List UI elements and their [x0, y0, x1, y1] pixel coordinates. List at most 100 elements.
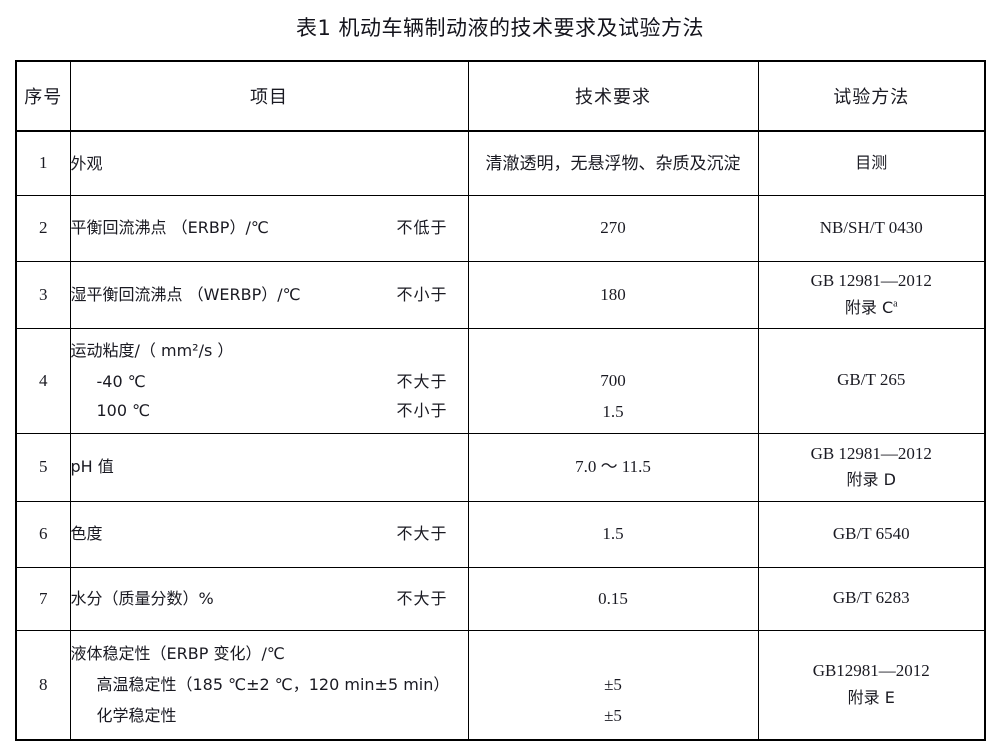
row-number: 3 — [15, 260, 71, 329]
method-text: GB12981—2012 — [812, 661, 930, 681]
row-item: 外观 — [69, 130, 469, 196]
item-line: 平衡回流沸点 （ERBP）/℃ 不低于 — [71, 213, 468, 243]
row-requirement: 180 — [467, 260, 759, 329]
method-text: GB/T 265 — [837, 370, 906, 390]
method-line: GB 12981—2012 — [759, 441, 985, 467]
row-number: 8 — [15, 629, 71, 741]
requirement-line: 1.5 — [602, 402, 624, 422]
item-line: 水分（质量分数）% 不大于 — [71, 584, 468, 614]
item-line: 液体稳定性（ERBP 变化）/℃ — [71, 638, 468, 669]
item-label: 100 ℃ — [96, 401, 151, 421]
row-number: 7 — [15, 566, 71, 631]
item-line: pH 值 — [71, 451, 468, 482]
method-line: 附录 D — [759, 467, 985, 493]
item-line: 化学稳定性 — [71, 700, 468, 731]
row-item: 湿平衡回流沸点 （WERBP）/℃ 不小于 — [69, 260, 469, 329]
method-line: GB 12981—2012 — [759, 268, 985, 294]
requirement-line: ±5 — [604, 706, 622, 726]
item-label: 湿平衡回流沸点 （WERBP）/℃ — [70, 284, 301, 304]
method-line: 目测 — [759, 150, 985, 176]
row-number: 6 — [15, 500, 71, 568]
method-text: 目测 — [855, 153, 888, 173]
method-text: GB/T 6540 — [832, 523, 910, 543]
table-row: 5 pH 值 7.0 ～ 11.5 GB 12981—2012 附录 D — [15, 432, 986, 502]
item-label: 化学稳定性 — [96, 706, 177, 726]
table-body: 1 外观 清澈透明，无悬浮物、杂质及沉淀 目测 2 平衡回流沸点 （ERBP）/℃ 不低于 2… — [15, 130, 986, 741]
requirement-line: 0.15 — [598, 588, 628, 608]
column-header-no: 序号 — [15, 60, 71, 132]
method-line: NB/SH/T 0430 — [759, 215, 985, 241]
item-qualifier: 不小于 — [396, 401, 448, 421]
table-row: 1 外观 清澈透明，无悬浮物、杂质及沉淀 目测 — [15, 130, 986, 196]
row-requirement: 7.0 ～ 11.5 — [467, 432, 759, 502]
item-qualifier: 不大于 — [396, 588, 448, 608]
row-method: GB 12981—2012 附录 Ca — [757, 260, 986, 329]
item-line: 外观 — [71, 148, 468, 179]
method-text: GB 12981—2012 — [810, 271, 932, 291]
method-line: GB12981—2012 — [759, 658, 985, 684]
table-row: 6 色度 不大于 1.5 GB/T 6540 — [15, 500, 986, 568]
row-item: 运动粘度/（ mm²/s ） -40 ℃ 不大于 100 ℃ 不小于 — [69, 327, 469, 434]
row-requirement: ±5 ±5 — [467, 629, 759, 741]
item-line: 高温稳定性（185 ℃±2 ℃，120 min±5 min） — [71, 669, 468, 700]
row-method: GB/T 6540 — [757, 500, 986, 568]
item-line: 湿平衡回流沸点 （WERBP）/℃ 不小于 — [71, 280, 468, 310]
item-qualifier: 不大于 — [396, 524, 448, 544]
item-line: 运动粘度/（ mm²/s ） — [71, 335, 468, 366]
row-item: 液体稳定性（ERBP 变化）/℃ 高温稳定性（185 ℃±2 ℃，120 min±… — [69, 629, 469, 741]
row-item: 平衡回流沸点 （ERBP）/℃ 不低于 — [69, 194, 469, 262]
table-row: 8 液体稳定性（ERBP 变化）/℃ 高温稳定性（185 ℃±2 ℃，120 min… — [15, 629, 986, 741]
row-requirement: 1.5 — [467, 500, 759, 568]
row-number: 2 — [15, 194, 71, 262]
method-text: GB/T 6283 — [832, 588, 910, 608]
method-line: 附录 E — [759, 685, 985, 711]
requirement-line: 1.5 — [602, 524, 624, 544]
table-row: 2 平衡回流沸点 （ERBP）/℃ 不低于 270 NB/SH/T 0430 — [15, 194, 986, 262]
row-method: GB 12981—2012 附录 D — [757, 432, 986, 502]
header-row: 序号 项目 技术要求 试验方法 — [15, 60, 986, 132]
method-text: GB 12981—2012 — [810, 443, 932, 463]
spec-table-container: 序号 项目 技术要求 试验方法 1 外观 清澈透明，无悬浮物、杂质及沉淀 目测 2 平衡回… — [15, 60, 986, 741]
row-number: 4 — [15, 327, 71, 434]
item-label: 色度 — [70, 524, 103, 544]
table-row: 3 湿平衡回流沸点 （WERBP）/℃ 不小于 180 GB 12981—2012 附录 … — [15, 260, 986, 329]
table-row: 7 水分（质量分数）% 不大于 0.15 GB/T 6283 — [15, 566, 986, 631]
item-label: 平衡回流沸点 （ERBP）/℃ — [70, 218, 269, 238]
method-text: 附录 C — [844, 297, 894, 317]
row-requirement: 700 1.5 — [467, 327, 759, 434]
item-label: 液体稳定性（ERBP 变化）/℃ — [70, 643, 285, 663]
table-header: 序号 项目 技术要求 试验方法 — [15, 60, 986, 132]
item-line: 色度 不大于 — [71, 519, 468, 549]
column-header-item: 项目 — [69, 60, 469, 132]
row-item: 色度 不大于 — [69, 500, 469, 568]
spec-table: 序号 项目 技术要求 试验方法 1 外观 清澈透明，无悬浮物、杂质及沉淀 目测 2 平衡回… — [15, 60, 986, 741]
requirement-line: ±5 — [604, 675, 622, 695]
method-line: GB/T 6540 — [759, 521, 985, 547]
row-method: GB12981—2012 附录 E — [757, 629, 986, 741]
column-header-method: 试验方法 — [757, 60, 986, 132]
requirement-line: 180 — [600, 284, 626, 304]
item-label: -40 ℃ — [96, 371, 146, 391]
item-label: 水分（质量分数）% — [70, 588, 214, 608]
requirement-line: 270 — [600, 218, 626, 238]
method-line: GB/T 265 — [759, 367, 985, 393]
item-label: 运动粘度/（ mm²/s ） — [70, 341, 234, 361]
requirement-line: 700 — [600, 370, 626, 390]
item-label: pH 值 — [70, 457, 114, 477]
row-requirement: 清澈透明，无悬浮物、杂质及沉淀 — [467, 130, 759, 196]
column-header-requirement: 技术要求 — [467, 60, 759, 132]
page-title: 表1 机动车辆制动液的技术要求及试验方法 — [295, 16, 705, 40]
item-label: 外观 — [70, 153, 103, 173]
footnote-marker: a — [893, 297, 898, 309]
requirement-line: 清澈透明，无悬浮物、杂质及沉淀 — [485, 153, 741, 173]
item-qualifier: 不小于 — [396, 284, 448, 304]
method-line: 附录 Ca — [759, 295, 985, 321]
method-text: 附录 D — [846, 470, 896, 489]
row-requirement: 0.15 — [467, 566, 759, 631]
row-number: 1 — [15, 130, 71, 196]
method-text: 附录 E — [847, 687, 895, 707]
item-label: 高温稳定性（185 ℃±2 ℃，120 min±5 min） — [96, 675, 450, 695]
item-line: 100 ℃ 不小于 — [71, 396, 468, 426]
row-method: 目测 — [757, 130, 986, 196]
